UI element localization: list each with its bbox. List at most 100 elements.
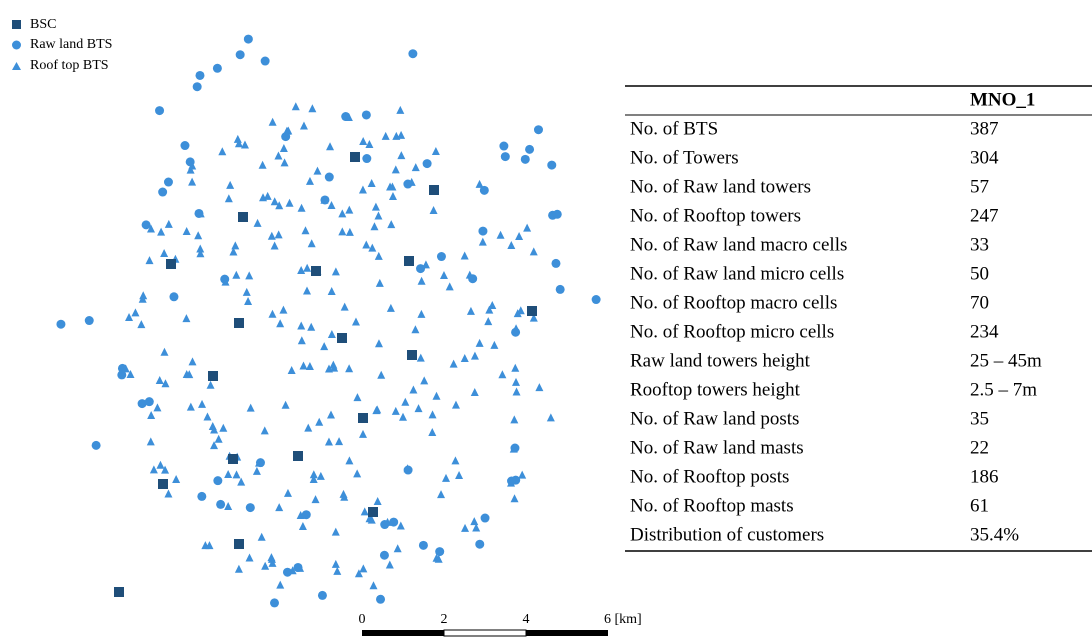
rooftop-site [371, 202, 380, 211]
row-value: 2.5 – 7m [970, 379, 1037, 400]
raw-land-site [195, 70, 205, 80]
row-label: Rooftop towers height [630, 379, 801, 400]
raw-land-site [341, 112, 351, 122]
rooftop-site [455, 471, 464, 480]
row-label: No. of Raw land posts [630, 408, 799, 429]
rooftop-site [475, 179, 484, 188]
raw-land-site [379, 550, 389, 560]
rooftop-site [327, 410, 336, 419]
rooftop-site [414, 404, 423, 413]
rooftop-site [257, 532, 266, 541]
scale-segment [526, 630, 608, 636]
rooftop-site [263, 191, 272, 200]
rooftop-site [232, 270, 241, 279]
rooftop-site [186, 165, 195, 174]
raw-land-site [158, 187, 168, 197]
raw-land-site [255, 458, 265, 468]
rooftop-site [156, 460, 165, 469]
raw-land-site [243, 34, 253, 44]
rooftop-site [309, 475, 318, 484]
bsc-site [158, 479, 168, 489]
rooftop-site [428, 410, 437, 419]
raw-land-site [555, 284, 565, 294]
rooftop-site [359, 564, 368, 573]
rooftop-site [324, 437, 333, 446]
rooftop-site [214, 434, 223, 443]
raw-land-site [235, 50, 245, 60]
raw-land-site [380, 520, 390, 530]
rooftop-site [320, 342, 329, 351]
rooftop-site [511, 363, 520, 372]
raw-land-site [478, 226, 488, 236]
raw-land-site [547, 160, 557, 170]
scale-segment [443, 629, 527, 637]
rooftop-site [345, 456, 354, 465]
rooftop-site [186, 402, 195, 411]
rooftop-site [377, 370, 386, 379]
rooftop-site [253, 218, 262, 227]
raw-land-site [324, 172, 334, 182]
row-label: No. of Raw land macro cells [630, 234, 847, 255]
rooftop-site [260, 426, 269, 435]
rooftop-site [401, 397, 410, 406]
row-value: 247 [970, 205, 999, 226]
rooftop-site [359, 136, 368, 145]
rooftop-site [188, 357, 197, 366]
raw-land-site [475, 539, 485, 549]
row-value: 61 [970, 495, 989, 516]
rooftop-site [338, 227, 347, 236]
raw-land-site [84, 316, 94, 326]
rooftop-site [397, 151, 406, 160]
row-label: No. of Towers [630, 147, 739, 168]
bsc-site [293, 451, 303, 461]
rooftop-site [224, 194, 233, 203]
rooftop-site [261, 561, 270, 570]
bsc-site [350, 152, 360, 162]
row-label: No. of Rooftop macro cells [630, 292, 837, 313]
raw-land-site [220, 274, 230, 284]
rooftop-site [270, 241, 279, 250]
rooftop-site [507, 240, 516, 249]
rooftop-site [307, 239, 316, 248]
rooftop-site [358, 429, 367, 438]
scale-label: 0 [359, 612, 366, 627]
legend-label: Raw land BTS [30, 37, 112, 52]
rooftop-site [513, 309, 522, 318]
rooftop-site [205, 541, 214, 550]
table: MNO_1 No. of BTS 387 No. of Towers 304 No. o… [625, 85, 1092, 552]
row-value: 186 [970, 466, 999, 487]
legend-label: BSC [30, 17, 56, 32]
rooftop-site [437, 490, 446, 499]
legend-square [12, 20, 21, 29]
rooftop-site [242, 287, 251, 296]
raw-land-site [317, 590, 327, 600]
bsc-site [429, 185, 439, 195]
scale-label: 4 [523, 612, 530, 627]
rooftop-site [416, 353, 425, 362]
rooftop-site [368, 243, 377, 252]
rooftop-site [237, 477, 246, 486]
raw-land-site [500, 152, 510, 162]
raw-land-site [361, 110, 371, 120]
raw-land-site [551, 258, 561, 268]
rooftop-site [218, 147, 227, 156]
raw-land-site [117, 370, 127, 380]
row-label: No. of Rooftop posts [630, 466, 789, 487]
rooftop-site [432, 391, 441, 400]
raw-land-site [403, 179, 413, 189]
bsc-site [234, 539, 244, 549]
rooftop-site [285, 198, 294, 207]
rooftop-site [388, 182, 397, 191]
rooftop-site [490, 340, 499, 349]
rooftop-site [145, 256, 154, 265]
raw-land-site [91, 440, 101, 450]
rooftop-site [370, 222, 379, 231]
rooftop-site [411, 163, 420, 172]
rooftop-site [297, 266, 306, 275]
rooftop-site [303, 263, 312, 272]
rooftop-site [475, 338, 484, 347]
rooftop-site [386, 303, 395, 312]
rooftop-site [460, 353, 469, 362]
rooftop-site [316, 471, 325, 480]
raw-land-site [293, 562, 303, 572]
